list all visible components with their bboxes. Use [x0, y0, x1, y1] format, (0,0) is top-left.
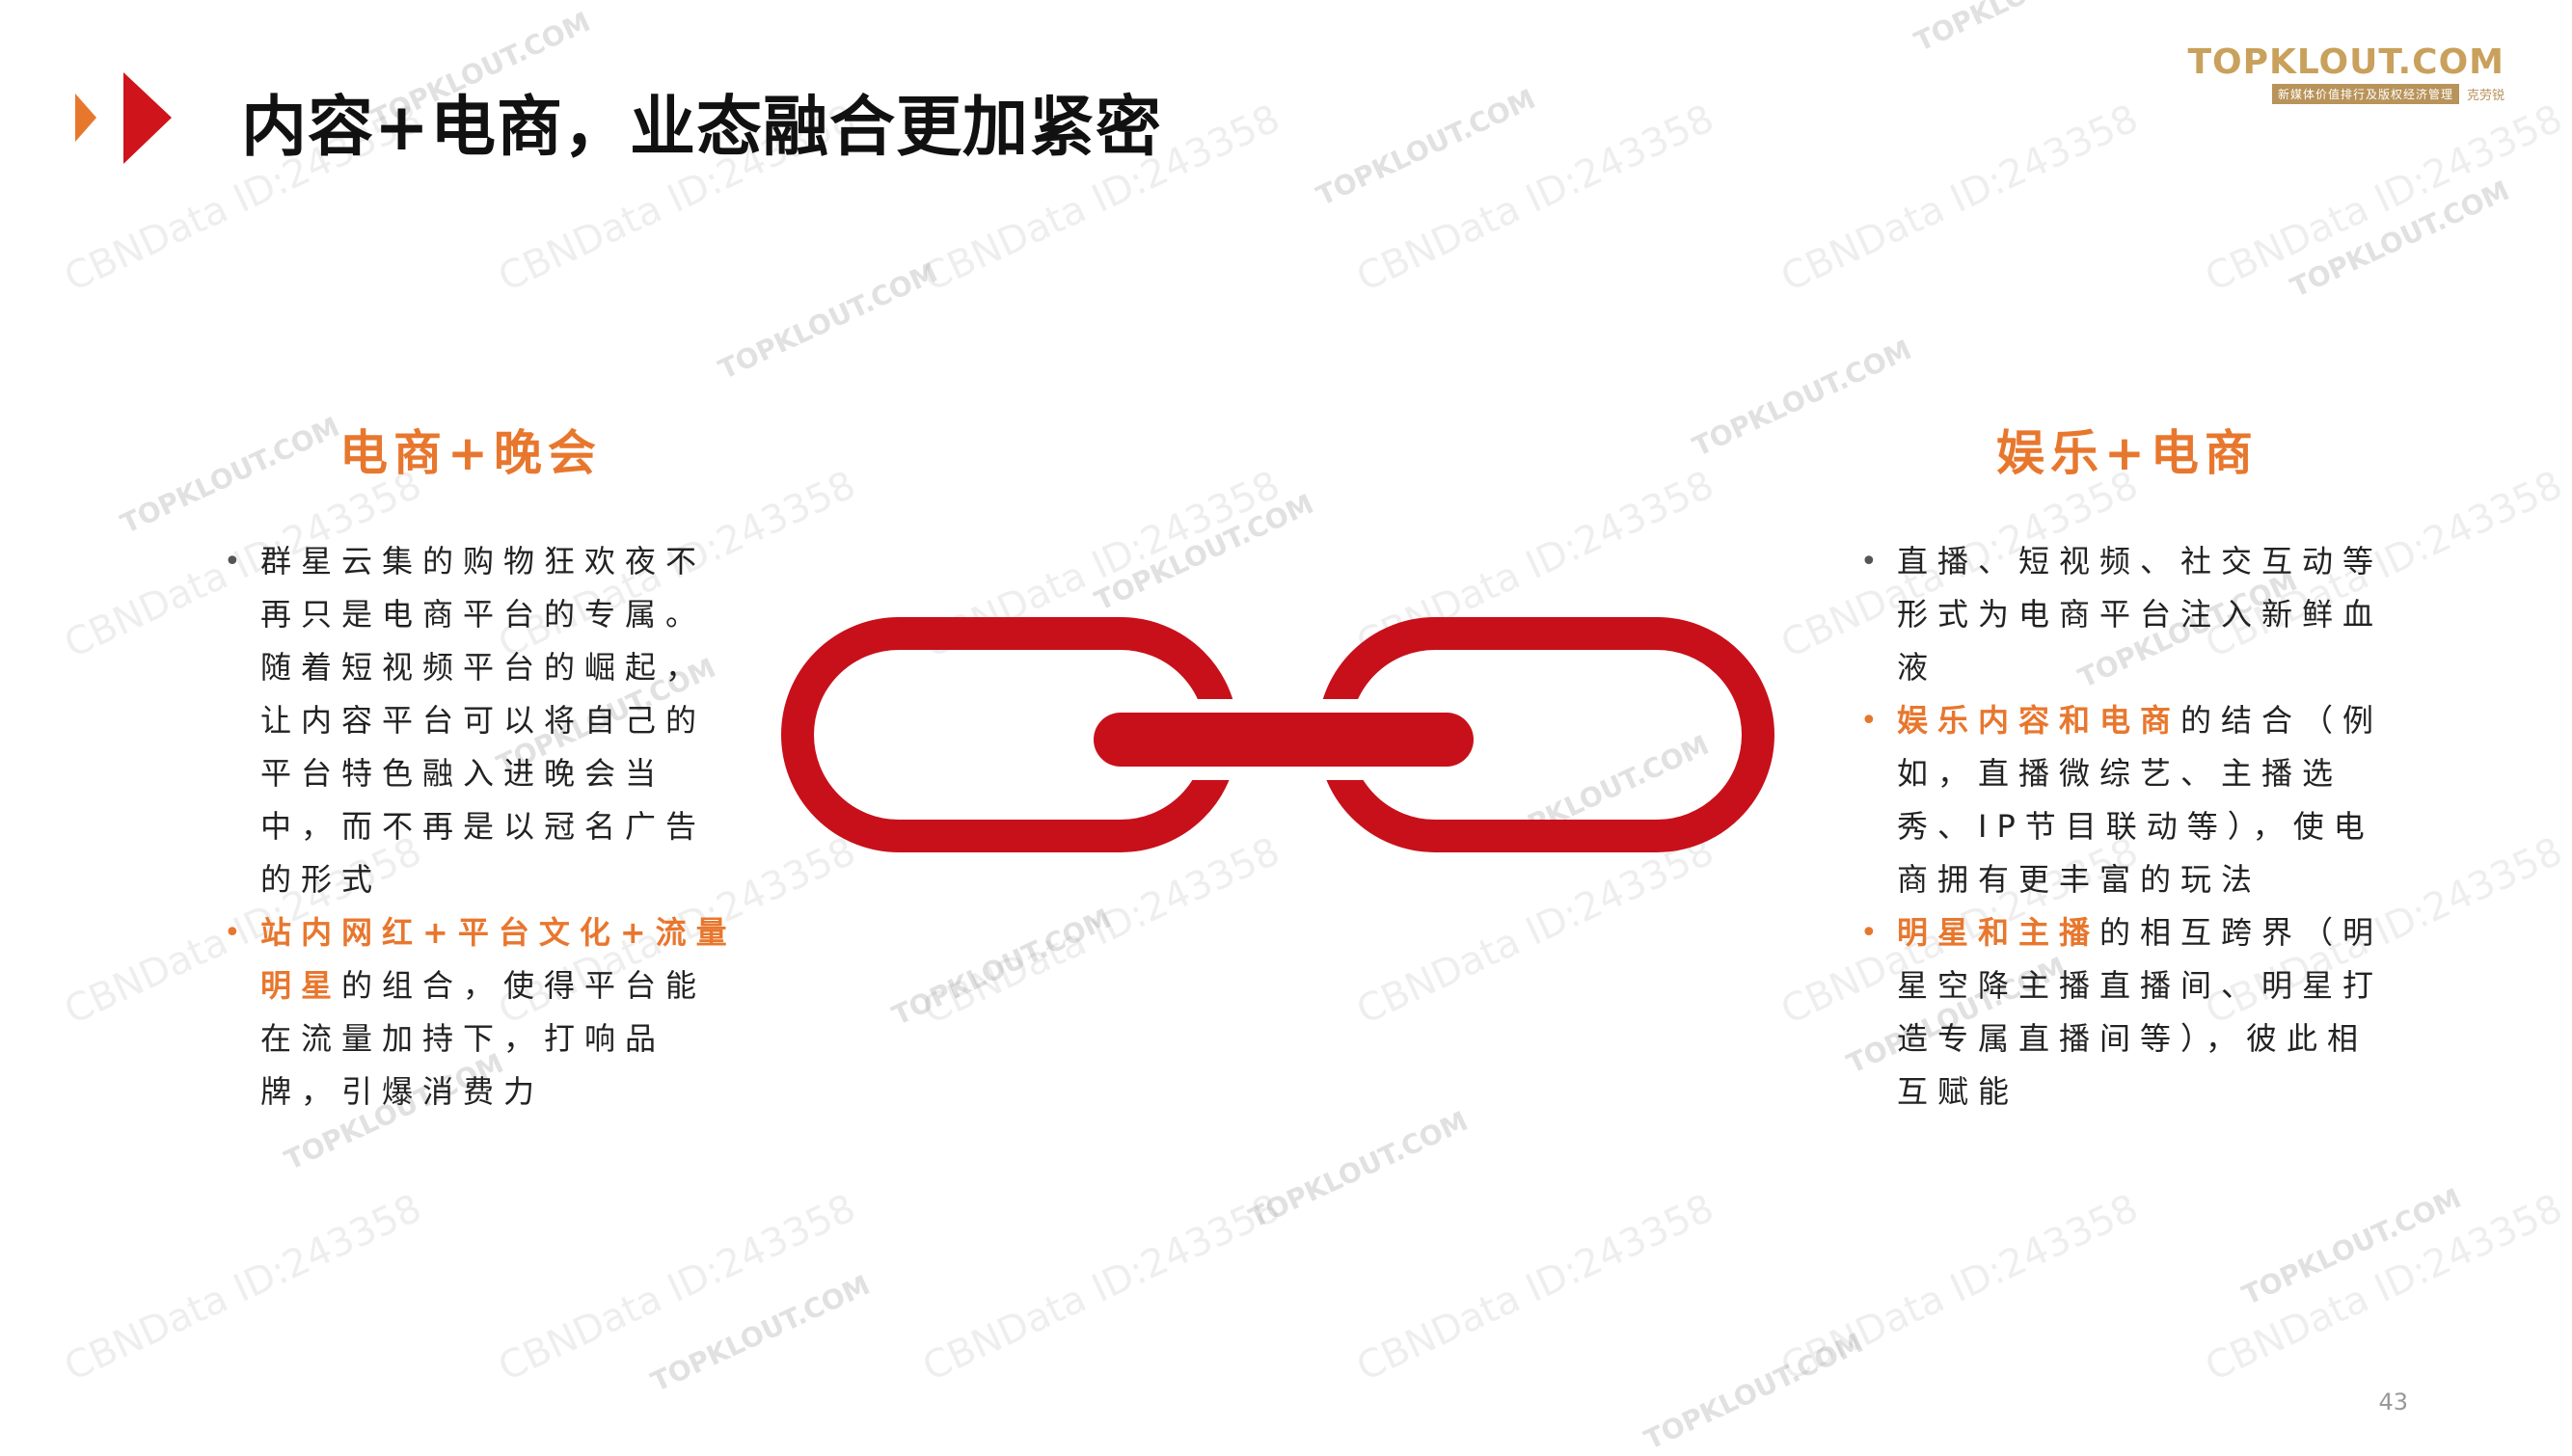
right-bullet-list: 直播、短视频、社交互动等形式为电商平台注入新鲜血液 娱乐内容和电商的结合（例如，…	[1858, 535, 2389, 1119]
watermark-logo: TOPKLOUT.COM	[1312, 83, 1540, 212]
right-bullet-3: 明星和主播的相互跨界（明星空降主播直播间、明星打造专属直播间等），彼此相互赋能	[1858, 906, 2389, 1119]
left-bullet-1: 群星云集的购物狂欢夜不再只是电商平台的专属。随着短视频平台的崛起，让内容平台可以…	[222, 535, 743, 906]
brand-logo-text: TOPKLOUT.COM	[2187, 42, 2504, 82]
watermark-text: CBNData ID:243358	[58, 1186, 428, 1390]
brand-logo: TOPKLOUT.COM 新媒体价值排行及版权经济管理 克劳锐	[2187, 42, 2504, 104]
watermark-logo: TOPKLOUT.COM	[1244, 1105, 1473, 1234]
page-number: 43	[2378, 1389, 2408, 1416]
left-bullet-2: 站内网红+平台文化+流量明星的组合，使得平台能在流量加持下，打响品牌，引爆消费力	[222, 906, 743, 1119]
watermark-logo: TOPKLOUT.COM	[1688, 334, 1916, 463]
right-section-title: 娱乐+电商	[1996, 415, 2259, 484]
title-marker-icon	[75, 72, 181, 164]
right-bullet-2: 娱乐内容和电商的结合（例如，直播微综艺、主播选秀、IP节目联动等），使电商拥有更…	[1858, 694, 2389, 906]
right-bullet-1: 直播、短视频、社交互动等形式为电商平台注入新鲜血液	[1858, 535, 2389, 694]
watermark-logo: TOPKLOUT.COM	[116, 411, 344, 540]
watermark-text: CBNData ID:243358	[2199, 1186, 2569, 1390]
watermark-text: CBNData ID:243358	[1350, 1186, 1720, 1390]
watermark-text: CBNData ID:243358	[1774, 1186, 2145, 1390]
watermark-logo: TOPKLOUT.COM	[1639, 1327, 1868, 1456]
bullet-text: 直播、短视频、社交互动等形式为电商平台注入新鲜血液	[1897, 543, 2383, 686]
brand-logo-sub: 新媒体价值排行及版权经济管理 克劳锐	[2187, 84, 2504, 104]
left-bullet-list: 群星云集的购物狂欢夜不再只是电商平台的专属。随着短视频平台的崛起，让内容平台可以…	[222, 535, 743, 1119]
watermark-text: CBNData ID:243358	[2199, 96, 2569, 301]
watermark-text: CBNData ID:243358	[916, 1186, 1286, 1390]
watermark-logo: TOPKLOUT.COM	[2237, 1182, 2466, 1311]
watermark-logo: TOPKLOUT.COM	[646, 1269, 875, 1398]
watermark-text: CBNData ID:243358	[1350, 96, 1720, 301]
brand-logo-subtitle: 新媒体价值排行及版权经济管理	[2272, 84, 2459, 104]
bullet-highlight: 娱乐内容和电商	[1897, 702, 2180, 739]
watermark-logo: TOPKLOUT.COM	[887, 903, 1116, 1032]
chain-link-icon	[781, 617, 1794, 868]
bullet-highlight: 明星和主播	[1897, 914, 2099, 951]
watermark-text: CBNData ID:243358	[492, 1186, 862, 1390]
bullet-text: 群星云集的购物狂欢夜不再只是电商平台的专属。随着短视频平台的崛起，让内容平台可以…	[260, 543, 706, 898]
brand-logo-tag: 克劳锐	[2467, 85, 2504, 103]
watermark-logo: TOPKLOUT.COM	[1909, 0, 2138, 58]
watermark-logo: TOPKLOUT.COM	[2286, 175, 2514, 304]
watermark-logo: TOPKLOUT.COM	[1090, 488, 1318, 617]
left-section-title: 电商+晚会	[339, 415, 602, 484]
watermark-logo: TOPKLOUT.COM	[714, 256, 942, 386]
watermark-text: CBNData ID:243358	[1774, 96, 2145, 301]
page-title: 内容+电商，业态融合更加紧密	[241, 73, 1162, 169]
